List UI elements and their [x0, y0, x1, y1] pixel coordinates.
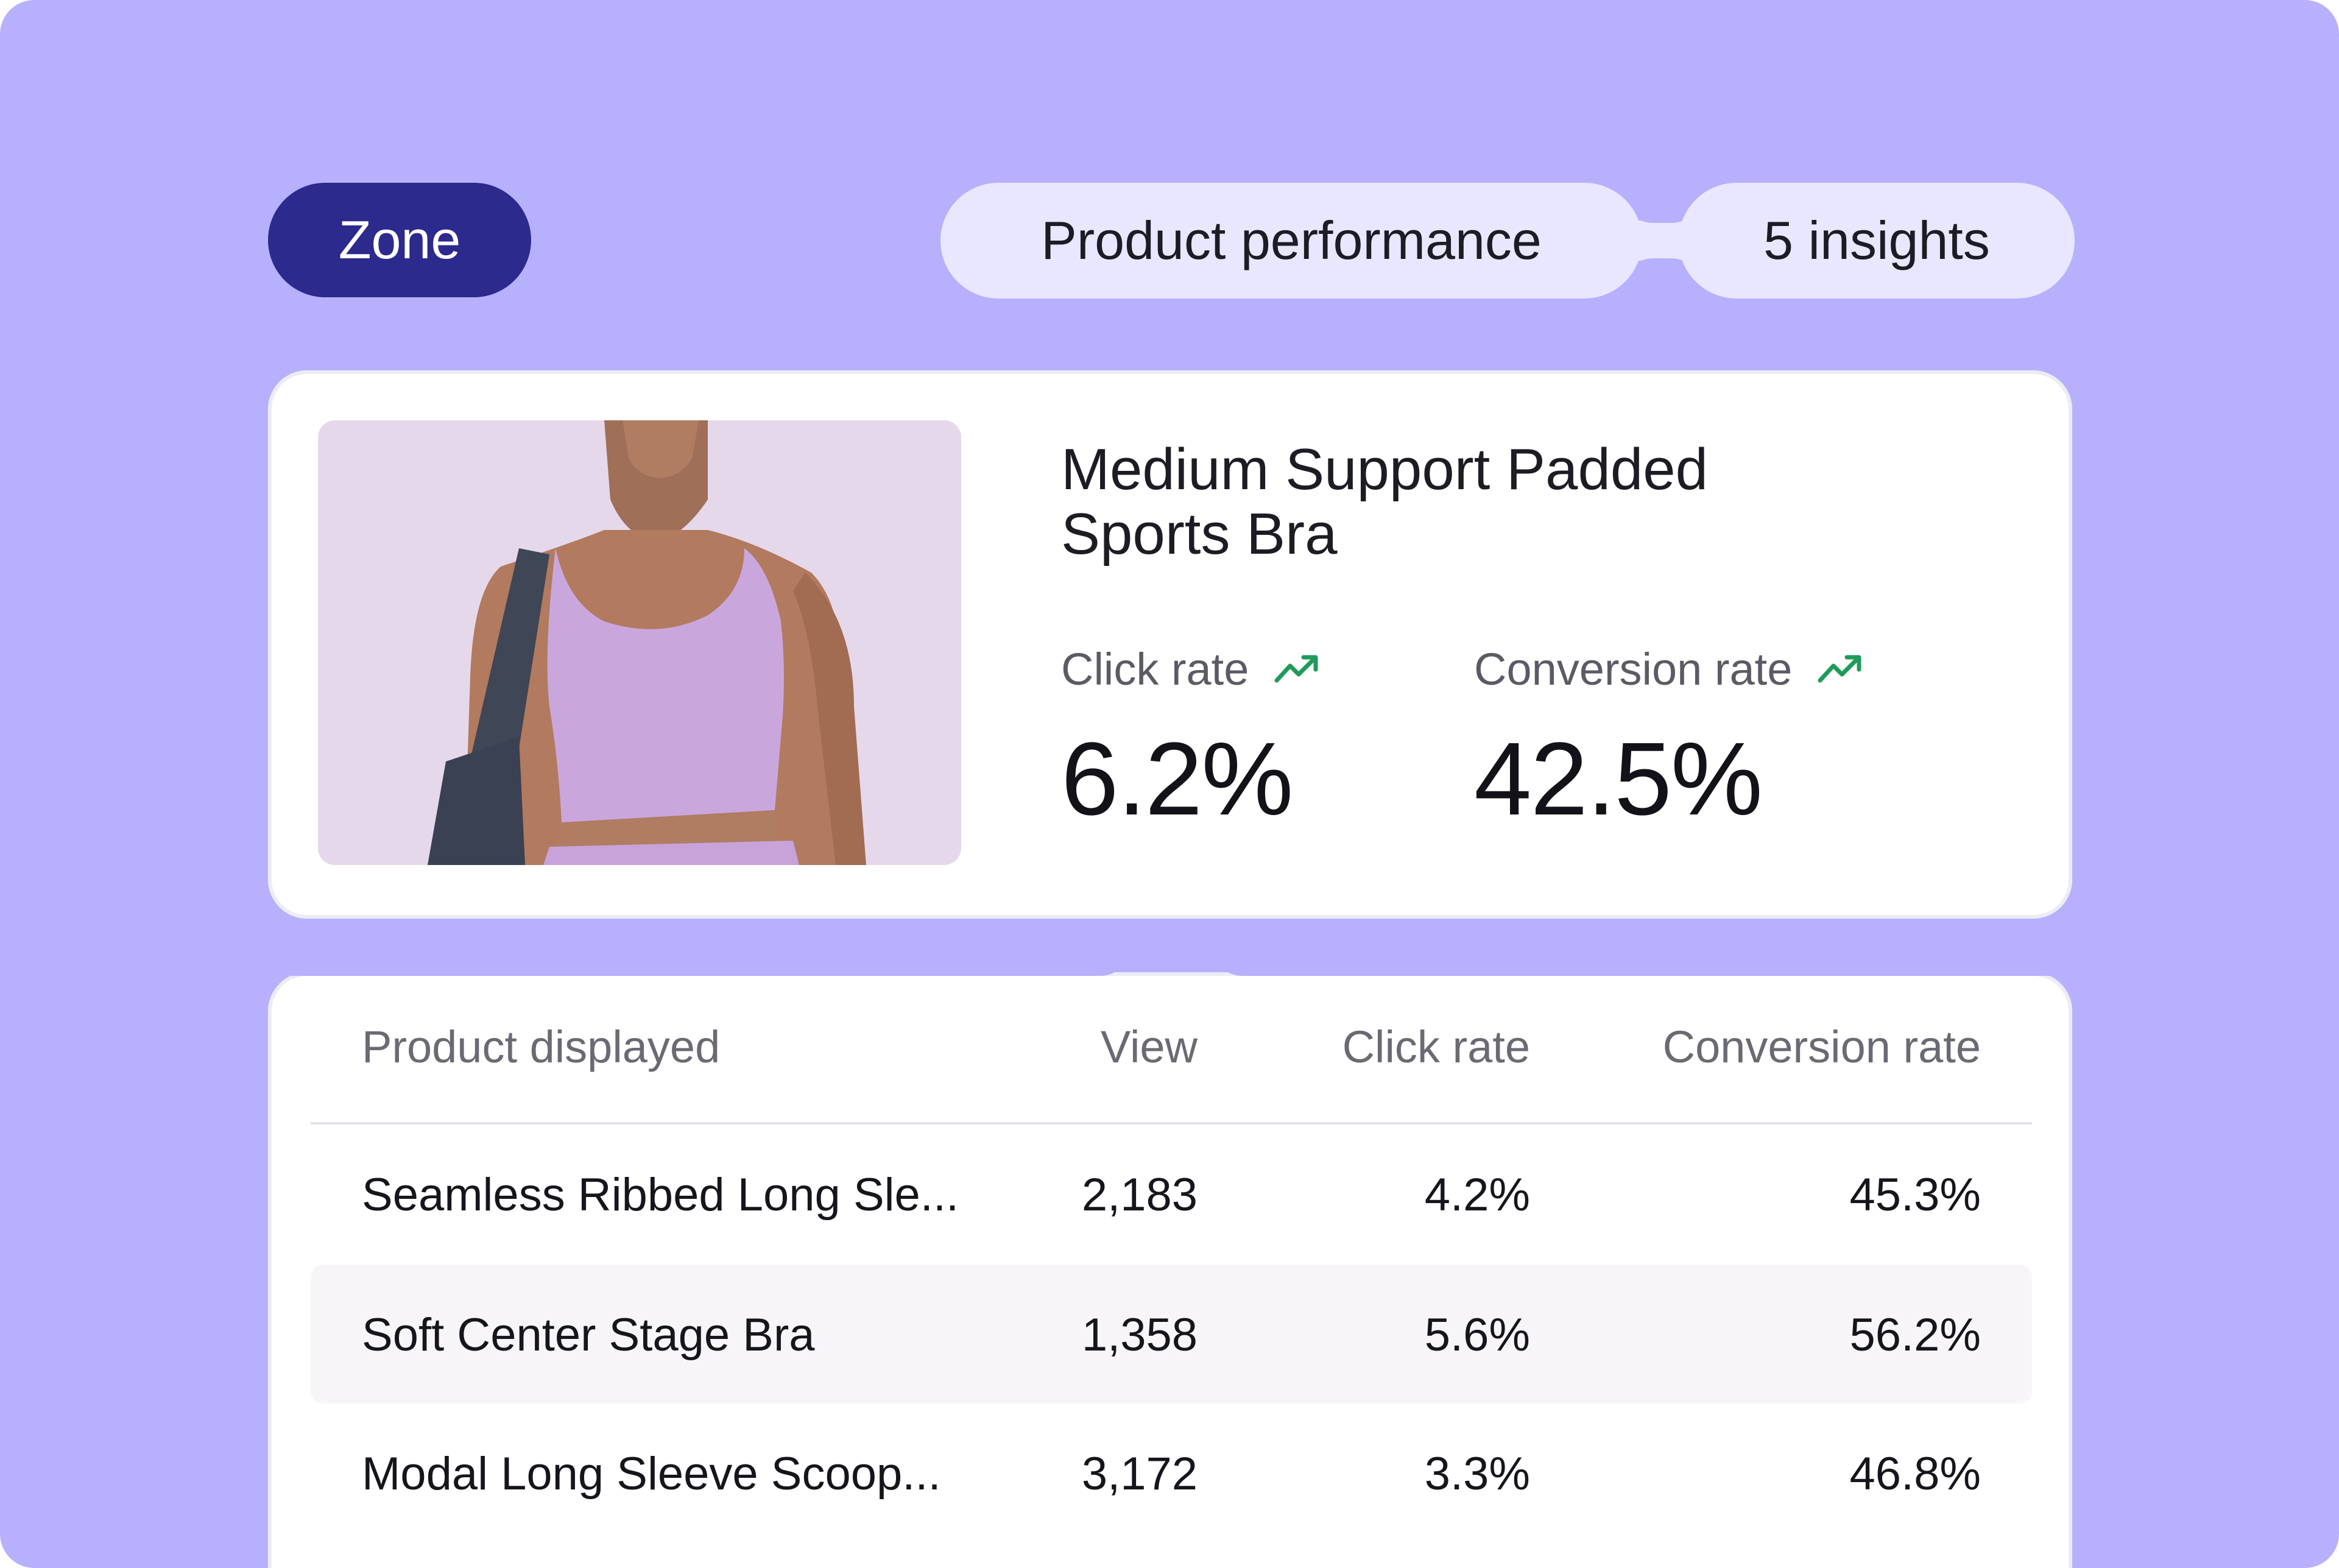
table-header: Product displayed View Click rate Conver… — [311, 972, 2032, 1125]
metric-value: 6.2% — [1061, 721, 1293, 837]
insights-pill[interactable]: 5 insights — [1679, 183, 2075, 298]
row-product-name: Seamless Ribbed Long Sle... — [362, 1169, 959, 1221]
row-product-name: Modal Long Sleeve Scoop... — [362, 1448, 941, 1500]
card-connector — [1213, 919, 2072, 976]
table-row[interactable]: Soft Center Stage Bra 1,358 5.6% 56.2% — [311, 1265, 2032, 1404]
row-product-name: Soft Center Stage Bra — [362, 1309, 815, 1361]
metric-label: Conversion rate — [1474, 644, 1793, 694]
row-click-rate: 5.6% — [1424, 1309, 1530, 1361]
insights-label: 5 insights — [1763, 210, 1990, 270]
metric-value: 42.5% — [1474, 721, 1763, 837]
row-views: 2,183 — [1081, 1169, 1198, 1221]
product-performance-pill[interactable]: Product performance — [940, 183, 1642, 298]
product-photo-illustration — [318, 420, 961, 865]
column-header-conversion-rate[interactable]: Conversion rate — [1662, 1022, 1981, 1072]
zone-badge[interactable]: Zone — [268, 183, 531, 297]
column-header-product[interactable]: Product displayed — [362, 1022, 721, 1072]
row-click-rate: 3.3% — [1424, 1448, 1530, 1500]
row-click-rate: 4.2% — [1424, 1169, 1530, 1221]
row-conversion-rate: 46.8% — [1849, 1448, 1981, 1500]
column-header-click-rate[interactable]: Click rate — [1342, 1022, 1530, 1072]
product-title: Medium Support Padded Sports Bra — [1061, 437, 1708, 567]
column-header-view[interactable]: View — [1100, 1022, 1198, 1072]
section-label: Product performance — [1041, 210, 1542, 270]
trend-up-icon — [1818, 655, 1861, 682]
zone-label: Zone — [338, 210, 461, 270]
product-photo — [318, 420, 961, 865]
metric-label: Click rate — [1061, 644, 1249, 694]
table-row[interactable]: Seamless Ribbed Long Sle... 2,183 4.2% 4… — [311, 1125, 2032, 1263]
row-views: 3,172 — [1081, 1448, 1198, 1500]
card-connector — [268, 919, 1129, 976]
performance-header: Product performance 5 insights — [940, 183, 2075, 298]
trend-up-icon — [1274, 655, 1318, 682]
row-views: 1,358 — [1081, 1309, 1198, 1361]
table-row[interactable]: Modal Long Sleeve Scoop... 3,172 3.3% 46… — [311, 1404, 2032, 1542]
product-card: Medium Support Padded Sports Bra Click r… — [268, 370, 2072, 919]
conversion-rate-metric: Conversion rate 42.5% — [1474, 643, 1865, 839]
click-rate-metric: Click rate 6.2% — [1061, 643, 1322, 839]
row-conversion-rate: 45.3% — [1849, 1169, 1981, 1221]
row-conversion-rate: 56.2% — [1849, 1309, 1981, 1361]
